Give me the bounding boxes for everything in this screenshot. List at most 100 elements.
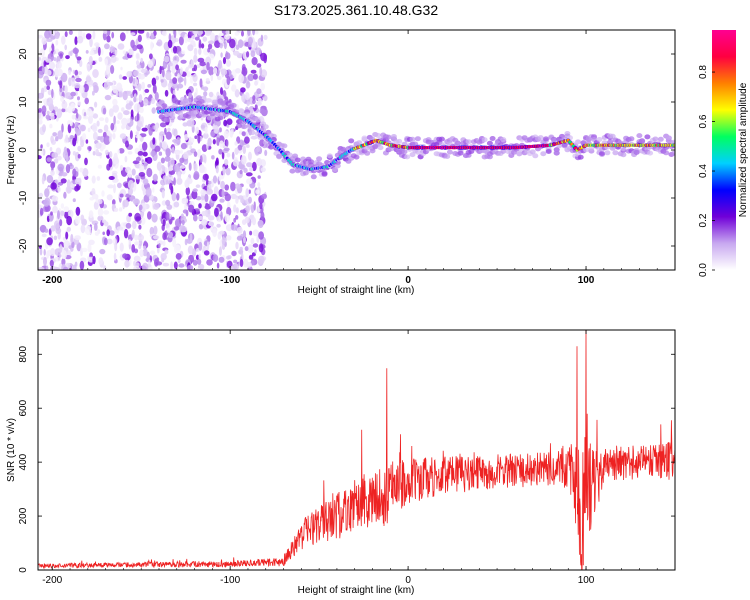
spectrogram-noise-cell — [147, 211, 152, 220]
spectrogram-noise-cell — [65, 164, 71, 174]
spectrogram-noise-cell — [54, 267, 60, 270]
spectrogram-noise-cell — [139, 249, 144, 258]
snr-x-axis-label: Height of straight line (km) — [298, 585, 415, 596]
spectrogram-noise-cell — [147, 60, 153, 68]
spectrogram-halo-cell — [401, 149, 408, 155]
spectrogram-noise-cell — [97, 198, 103, 205]
spectrogram-noise-cell — [256, 101, 262, 106]
spectrogram-noise-cell — [80, 224, 86, 234]
y-tick-label: 200 — [18, 507, 29, 524]
spectrogram-noise-cell — [135, 174, 141, 180]
spectrogram-halo-cell — [196, 95, 202, 101]
snr-series-line — [38, 330, 675, 570]
spectrogram-noise-cell — [68, 30, 73, 35]
spectrogram-noise-cell — [52, 205, 58, 214]
spectrogram-noise-cell — [174, 56, 177, 61]
spectrogram-noise-cell — [43, 257, 47, 266]
spectrogram-noise-cell — [213, 67, 218, 75]
spectrogram-noise-cell — [198, 241, 203, 251]
spectrogram-noise-cell — [224, 213, 231, 223]
spectrogram-noise-cell — [172, 46, 178, 54]
spectrogram-noise-cell — [42, 124, 46, 133]
snr-frame — [37, 329, 676, 571]
spectrogram-noise-cell — [175, 151, 180, 155]
spectrogram-noise-cell — [197, 57, 205, 63]
spectrogram-noise-cell — [253, 201, 256, 211]
spectrogram-halo-cell — [657, 136, 664, 142]
spectrogram-noise-cell — [215, 157, 219, 165]
spectrogram-noise-cell — [50, 135, 54, 143]
spectrogram-noise-cell — [144, 157, 148, 162]
spectrogram-noise-cell — [75, 112, 79, 119]
spectrogram-noise-cell — [143, 98, 149, 107]
spectrogram-noise-cell — [136, 120, 143, 126]
spectrogram-noise-cell — [137, 34, 142, 43]
spectrogram-noise-cell — [251, 57, 258, 66]
spectrogram-noise-cell — [65, 185, 72, 194]
spectrogram-noise-cell — [182, 209, 188, 214]
spectrogram-noise-cell — [219, 239, 223, 247]
spectrogram-noise-cell — [127, 187, 133, 196]
spectrogram-halo-cell — [276, 153, 283, 159]
spectrogram-noise-cell — [206, 188, 214, 195]
spectrogram-noise-cell — [63, 206, 70, 213]
spectrogram-noise-cell — [85, 50, 89, 54]
spectrogram-noise-cell — [130, 32, 136, 36]
spectrogram-noise-cell — [132, 77, 136, 85]
spectrogram-noise-cell — [160, 79, 164, 83]
spectrogram-noise-cell — [57, 186, 62, 193]
spectrogram-noise-cell — [198, 203, 202, 209]
spectrogram-halo-cell — [353, 154, 360, 160]
spectrogram-noise-cell — [246, 162, 253, 168]
spectrogram-noise-cell — [135, 156, 141, 162]
spectrogram-noise-cell — [257, 220, 264, 227]
spectrogram-noise-cell — [192, 30, 199, 35]
spectrogram-noise-cell — [245, 172, 253, 177]
spectrogram-noise-cell — [246, 51, 250, 58]
spectrogram-noise-cell — [103, 30, 108, 34]
spectrogram-noise-cell — [160, 157, 165, 164]
spectrogram-noise-cell — [224, 184, 229, 191]
spectrogram-noise-cell — [88, 210, 94, 219]
spectrogram-noise-cell — [60, 72, 68, 83]
spectrogram-noise-cell — [221, 189, 225, 198]
spectrogram-noise-cell — [116, 226, 124, 231]
spectrogram-noise-cell — [230, 265, 234, 270]
spectrogram-noise-cell — [160, 253, 167, 261]
spectrogram-noise-cell — [254, 30, 259, 35]
spectrogram-noise-cell — [198, 39, 202, 49]
spectrogram-noise-cell — [165, 148, 171, 157]
spectrogram-noise-cell — [60, 96, 65, 103]
spectrogram-noise-cell — [204, 30, 212, 36]
spectrogram-noise-cell — [65, 154, 69, 163]
spectrogram-noise-cell — [64, 85, 68, 94]
spectrogram-noise-cell — [64, 44, 67, 51]
spectrogram-noise-cell — [177, 171, 182, 181]
spectrogram-halo-cell — [537, 135, 544, 141]
spectrogram-halo-cell — [294, 157, 301, 163]
spectrogram-noise-cell — [198, 223, 204, 230]
spectrogram-noise-cell — [150, 250, 156, 255]
spectrogram-noise-cell — [249, 230, 253, 236]
x-tick-label: -200 — [42, 575, 62, 586]
spectrogram-noise-cell — [145, 187, 152, 197]
spectrogram-halo-cell — [414, 136, 421, 142]
spectrogram-halo-cell — [332, 167, 339, 172]
spectrogram-x-ticks: -200 -100 0 100 — [42, 30, 676, 286]
spectrogram-halo-cell — [516, 151, 523, 157]
spectrogram-noise-cell — [167, 127, 171, 132]
spectrogram-noise-cell — [119, 193, 124, 198]
spectrogram-halo-cell — [588, 145, 595, 151]
spectrogram-noise-cell — [139, 73, 145, 80]
spectrogram-noise-cell — [133, 265, 140, 270]
spectrogram-noise-cell — [103, 210, 110, 215]
spectrogram-noise-cell — [124, 155, 128, 163]
spectrogram-noise-cell — [114, 49, 118, 56]
spectrogram-noise-cell — [105, 117, 109, 124]
spectrogram-noise-cell — [53, 235, 58, 241]
spectrogram-noise-cell — [196, 258, 202, 265]
spectrogram-halo-cell — [551, 137, 557, 143]
spectrogram-noise-cell — [51, 152, 58, 159]
spectrogram-noise-cell — [140, 202, 147, 213]
spectrogram-noise-cell — [259, 139, 265, 147]
